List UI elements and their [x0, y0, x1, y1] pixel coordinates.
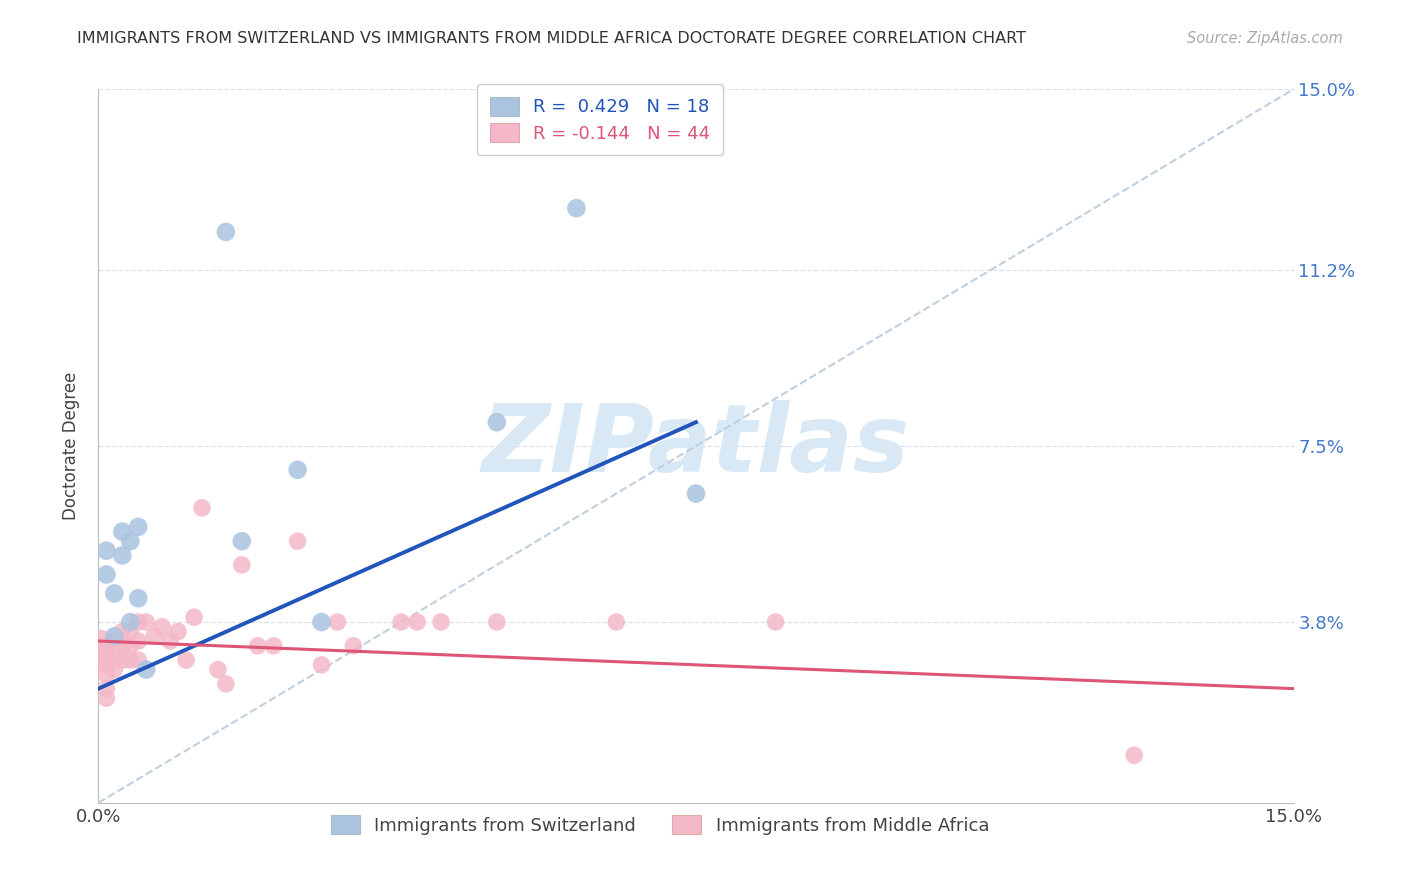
Point: [120, 639, 142, 653]
Point: [311, 657, 333, 672]
Point: [96, 667, 118, 681]
Point: [96, 657, 118, 672]
Point: [103, 663, 125, 677]
Point: [127, 634, 149, 648]
Point: [191, 500, 214, 515]
Point: [96, 648, 118, 663]
Point: [135, 663, 157, 677]
Text: IMMIGRANTS FROM SWITZERLAND VS IMMIGRANTS FROM MIDDLE AFRICA DOCTORATE DEGREE CO: IMMIGRANTS FROM SWITZERLAND VS IMMIGRANT…: [77, 31, 1026, 46]
Point: [485, 415, 508, 429]
Point: [389, 615, 412, 629]
Point: [231, 558, 253, 572]
Point: [565, 201, 588, 215]
Point: [167, 624, 190, 639]
Point: [765, 615, 787, 629]
Point: [111, 653, 134, 667]
Point: [406, 615, 429, 629]
Point: [111, 639, 134, 653]
Point: [485, 615, 508, 629]
Point: [127, 520, 149, 534]
Point: [215, 677, 238, 691]
Point: [207, 663, 229, 677]
Point: [342, 639, 364, 653]
Point: [430, 615, 453, 629]
Point: [120, 624, 142, 639]
Point: [96, 691, 118, 706]
Y-axis label: Doctorate Degree: Doctorate Degree: [62, 372, 80, 520]
Point: [103, 629, 125, 643]
Point: [120, 653, 142, 667]
Point: [287, 534, 309, 549]
Point: [111, 624, 134, 639]
Point: [111, 524, 134, 539]
Point: [127, 653, 149, 667]
Point: [87, 639, 110, 653]
Point: [127, 591, 149, 606]
Text: Source: ZipAtlas.com: Source: ZipAtlas.com: [1187, 31, 1343, 46]
Point: [150, 620, 173, 634]
Point: [103, 634, 125, 648]
Point: [1123, 748, 1146, 763]
Point: [143, 629, 166, 643]
Point: [231, 534, 253, 549]
Point: [287, 463, 309, 477]
Point: [159, 634, 181, 648]
Point: [96, 639, 118, 653]
Point: [311, 615, 333, 629]
Point: [174, 653, 197, 667]
Point: [87, 653, 110, 667]
Point: [96, 567, 118, 582]
Point: [215, 225, 238, 239]
Legend: Immigrants from Switzerland, Immigrants from Middle Africa: Immigrants from Switzerland, Immigrants …: [319, 802, 1001, 847]
Point: [103, 648, 125, 663]
Point: [96, 543, 118, 558]
Point: [120, 534, 142, 549]
Point: [326, 615, 349, 629]
Point: [135, 615, 157, 629]
Point: [246, 639, 269, 653]
Point: [127, 615, 149, 629]
Point: [103, 586, 125, 600]
Point: [96, 681, 118, 696]
Point: [605, 615, 627, 629]
Point: [263, 639, 285, 653]
Point: [685, 486, 707, 500]
Point: [120, 615, 142, 629]
Point: [111, 549, 134, 563]
Point: [183, 610, 205, 624]
Text: ZIPatlas: ZIPatlas: [482, 400, 910, 492]
Point: [87, 639, 110, 653]
